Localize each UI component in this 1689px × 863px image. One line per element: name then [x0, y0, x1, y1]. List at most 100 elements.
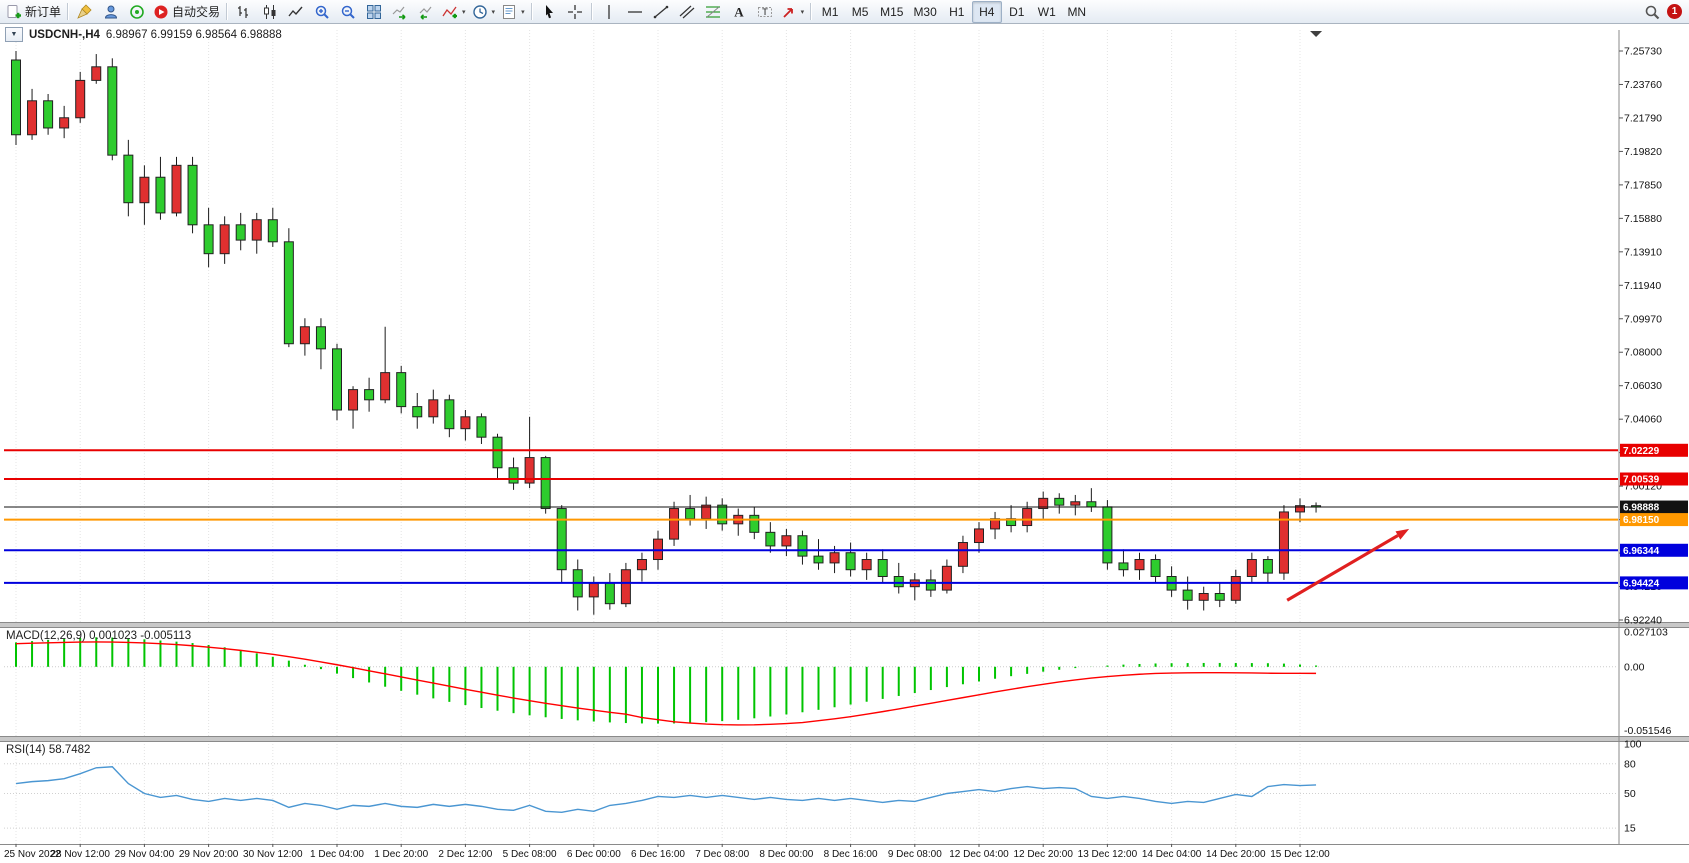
chart-shift-icon	[419, 6, 432, 20]
one-click-trading-toggle[interactable]: ▼	[5, 27, 23, 42]
timeframe-mn[interactable]: MN	[1062, 1, 1092, 23]
chevron-down-icon: ▾	[521, 8, 525, 16]
time-axis-label: 28 Nov 12:00	[50, 849, 110, 860]
timeframe-w1[interactable]: W1	[1032, 1, 1062, 23]
time-axis-label: 7 Dec 08:00	[695, 849, 749, 860]
text-button[interactable]: A	[726, 1, 752, 23]
candlestick	[797, 535, 808, 557]
time-axis-label: 12 Dec 04:00	[949, 849, 1009, 860]
candlestick-chart-button[interactable]	[257, 1, 283, 23]
timeframe-mn-label: MN	[1067, 4, 1087, 19]
timeframe-w1-label: W1	[1037, 4, 1056, 19]
panel-splitter[interactable]	[0, 736, 1689, 742]
timeframe-m5[interactable]: M5	[845, 1, 875, 23]
auto-trading-button[interactable]: 自动交易	[150, 1, 223, 23]
cursor-button[interactable]	[536, 1, 562, 23]
fibonacci-button[interactable]	[700, 1, 726, 23]
time-axis-label: 29 Nov 04:00	[115, 849, 175, 860]
line-chart-button[interactable]	[283, 1, 309, 23]
timeframe-h1-label: H1	[949, 4, 965, 19]
time-axis-label: 12 Dec 20:00	[1013, 849, 1073, 860]
market-watch-button[interactable]	[124, 1, 150, 23]
symbol-period-label: USDCNH-,H4	[29, 28, 100, 41]
indicators-button[interactable]: ▾	[439, 1, 469, 23]
bar-chart-icon	[238, 5, 249, 18]
timeframe-h1[interactable]: H1	[942, 1, 972, 23]
timeframe-h4[interactable]: H4	[971, 0, 1002, 23]
timeframe-m1[interactable]: M1	[815, 1, 845, 23]
zoom-out-button[interactable]	[335, 1, 361, 23]
equidistant-channel-button[interactable]	[674, 1, 700, 23]
candlestick	[1182, 589, 1193, 601]
timeframe-m15-label: M15	[880, 4, 904, 19]
panel-separators[interactable]	[0, 622, 1689, 742]
candlestick	[1022, 508, 1033, 527]
candlestick	[1262, 559, 1273, 574]
text-label-button[interactable]: T	[752, 1, 778, 23]
search-icon	[1645, 5, 1660, 19]
new-order-button[interactable]: 新订单	[3, 1, 64, 23]
crosshair-button[interactable]	[562, 1, 588, 23]
macd-scale-label: 0.027103	[1624, 627, 1668, 639]
candlestick	[75, 79, 86, 119]
timeframe-m30[interactable]: M30	[908, 1, 941, 23]
templates-button[interactable]: ▾	[498, 1, 528, 23]
time-axis-label: 30 Nov 12:00	[243, 849, 303, 860]
arrows-button[interactable]: ▾	[778, 1, 808, 23]
svg-text:7.02229: 7.02229	[1623, 446, 1660, 457]
chevron-down-icon: ▾	[491, 8, 496, 16]
macd-values: 0.001023 -0.005113	[89, 630, 192, 642]
bar-chart-button[interactable]	[231, 1, 257, 23]
hline-icon	[627, 10, 642, 13]
trend-arrow-annotation[interactable]	[1286, 528, 1410, 602]
tile-windows-button[interactable]	[361, 1, 387, 23]
candlestick	[1214, 592, 1225, 601]
candlestick	[685, 508, 696, 520]
candlestick	[781, 535, 792, 547]
timeframe-m15[interactable]: M15	[875, 1, 908, 23]
panel-splitter[interactable]	[0, 622, 1689, 628]
horizontal-line-button[interactable]	[622, 1, 648, 23]
macd-indicator-label: MACD(12,26,9) 0.001023 -0.005113	[6, 630, 191, 642]
candlestick	[765, 531, 776, 547]
price-badge	[1620, 513, 1688, 527]
candlestick	[299, 326, 310, 345]
price-axis-label: 7.08000	[1624, 347, 1662, 359]
channel-icon	[679, 5, 694, 18]
vertical-line-button[interactable]	[596, 1, 622, 23]
trendline-button[interactable]	[648, 1, 674, 23]
chart-shift-marker	[1310, 31, 1323, 37]
price-chart[interactable]: 7.25730 7.23760 7.21790 7.19820 7.17850 7.158…	[0, 24, 1689, 863]
macd-panel	[15, 637, 1318, 726]
broom-button[interactable]	[72, 1, 98, 23]
candlestick	[540, 457, 551, 510]
chart-shift-button[interactable]	[413, 1, 439, 23]
rsi-panel	[15, 766, 1317, 814]
candlestick	[91, 66, 102, 81]
candlestick	[1102, 506, 1113, 564]
periods-button[interactable]: ▾	[469, 1, 499, 23]
zoom-in-button[interactable]	[309, 1, 335, 23]
new-order-button-label: 新订单	[25, 5, 62, 19]
time-axis-label: 8 Dec 00:00	[759, 849, 813, 860]
toolbar-separator	[590, 3, 593, 20]
candlestick	[59, 117, 70, 129]
price-axis-label: 7.17850	[1624, 179, 1662, 191]
toolbar-separator	[530, 3, 533, 20]
macd-signal-line	[15, 641, 1317, 726]
auto-scroll-button[interactable]	[387, 1, 413, 23]
time-axis-label: 13 Dec 12:00	[1078, 849, 1138, 860]
notification-badge[interactable]: 1	[1667, 4, 1682, 19]
timeframe-d1[interactable]: D1	[1002, 1, 1032, 23]
horizontal-lines[interactable]	[4, 449, 1618, 584]
candlestick	[1134, 559, 1145, 571]
template-icon	[503, 4, 516, 19]
search-button[interactable]	[1639, 1, 1665, 23]
candlestick	[1118, 562, 1129, 571]
profile-button[interactable]	[98, 1, 124, 23]
main-toolbar: 新订单 自动交易 ▾ ▾ ▾ A T ▾ M1 M5 M15 M30 H1 H4 D1 W1 MN 1	[0, 0, 1689, 24]
candlestick	[187, 164, 198, 226]
macd-title: MACD(12,26,9)	[6, 630, 86, 642]
